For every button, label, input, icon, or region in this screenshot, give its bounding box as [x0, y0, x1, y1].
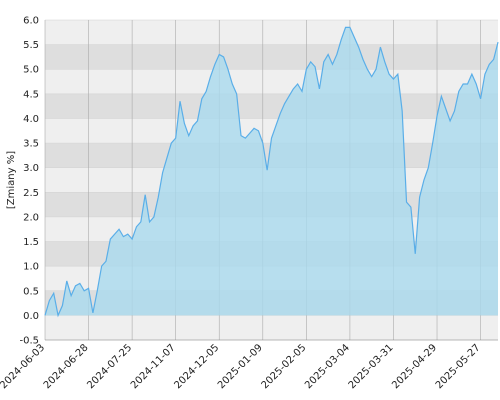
grid-band: [45, 20, 498, 45]
x-tick-label: 2025-05-27: [434, 342, 483, 391]
x-tick-label: 2024-07-25: [85, 342, 134, 391]
grid-band: [45, 93, 498, 119]
grid-band: [45, 315, 498, 340]
y-tick-label: -0.5: [19, 336, 39, 347]
x-tick-label: 2024-06-28: [42, 342, 91, 391]
y-tick-label: 6.0: [23, 16, 39, 27]
x-tick-label: 2025-01-09: [216, 342, 265, 391]
x-tick-label: 2025-02-05: [260, 342, 309, 391]
x-tick-label: 2025-03-31: [347, 342, 396, 391]
x-tick-label: 2024-06-03: [0, 342, 47, 391]
y-tick-label: 5.0: [23, 65, 39, 76]
y-tick-label: 3.0: [23, 163, 39, 174]
y-tick-label: 5.5: [23, 40, 39, 51]
grid-band: [45, 69, 498, 94]
area-fill: [45, 27, 498, 316]
y-tick-label: 1.5: [23, 237, 39, 248]
y-tick-label: 0.0: [23, 311, 39, 322]
x-tick-label: 2025-04-29: [390, 342, 439, 391]
x-tick-label: 2024-12-05: [172, 342, 221, 391]
y-tick-label: 2.0: [23, 212, 39, 223]
y-axis-label: [Zmiany %]: [6, 151, 17, 209]
y-tick-label: 4.5: [23, 89, 39, 100]
x-tick-label: 2024-11-07: [129, 342, 178, 391]
y-tick-label: 0.5: [23, 286, 39, 297]
line: [44, 26, 499, 318]
x-tick-label: 2025-03-04: [303, 342, 352, 391]
y-tick-label: 4.0: [23, 114, 39, 125]
y-tick-label: 1.0: [23, 262, 39, 273]
y-tick-label: 3.5: [23, 139, 39, 150]
grid-band: [45, 44, 498, 70]
y-tick-label: 2.5: [23, 188, 39, 199]
